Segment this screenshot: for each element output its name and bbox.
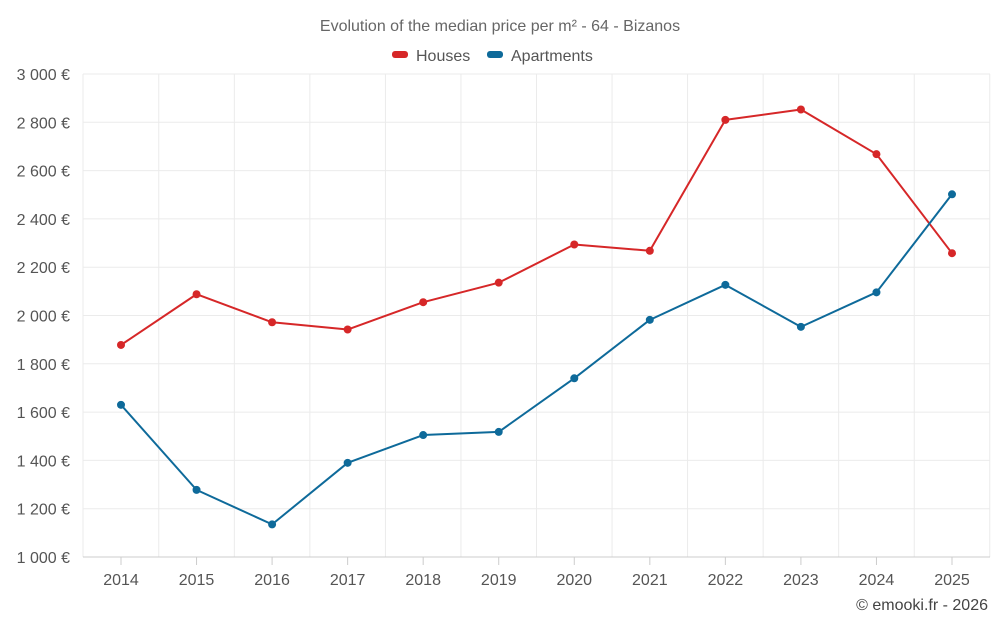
data-point-apartments[interactable] xyxy=(645,315,654,324)
x-tick-label: 2025 xyxy=(934,572,970,589)
data-point-apartments[interactable] xyxy=(948,190,956,199)
series-apartments xyxy=(117,190,956,529)
credit-text: © emooki.fr - 2026 xyxy=(856,597,988,614)
data-point-apartments[interactable] xyxy=(796,322,805,331)
series-line-apartments xyxy=(120,193,953,526)
data-point-apartments[interactable] xyxy=(494,427,503,436)
data-point-apartments[interactable] xyxy=(192,485,201,494)
x-tick-label: 2024 xyxy=(859,572,895,589)
legend: Houses Apartments xyxy=(392,48,593,65)
data-point-apartments[interactable] xyxy=(343,458,352,467)
legend-item-apartments[interactable]: Apartments xyxy=(487,48,593,65)
data-point-apartments[interactable] xyxy=(721,280,730,289)
legend-label-houses: Houses xyxy=(416,48,470,65)
axes: 1 000 € 1 200 € 1 400 € 1 600 € 1 800 € 2 000… xyxy=(17,67,990,589)
legend-swatch-houses xyxy=(392,51,408,58)
y-tick-label: 2 800 € xyxy=(17,115,70,132)
x-tick-label: 2023 xyxy=(783,572,819,589)
x-tick-label: 2019 xyxy=(481,572,517,589)
y-tick-label: 2 000 € xyxy=(17,309,70,326)
y-tick-label: 2 200 € xyxy=(17,260,70,277)
data-point-houses[interactable] xyxy=(192,290,201,299)
legend-item-houses[interactable]: Houses xyxy=(392,48,470,65)
data-point-houses[interactable] xyxy=(419,298,428,307)
data-point-houses[interactable] xyxy=(570,240,579,249)
chart-title: Evolution of the median price per m² - 6… xyxy=(320,18,680,35)
x-tick-label: 2021 xyxy=(632,572,668,589)
series-houses xyxy=(117,105,956,349)
data-point-houses[interactable] xyxy=(721,115,730,124)
series xyxy=(117,105,956,529)
x-tick-label: 2022 xyxy=(708,572,744,589)
data-point-apartments[interactable] xyxy=(419,431,428,440)
data-point-houses[interactable] xyxy=(948,249,956,258)
legend-label-apartments: Apartments xyxy=(511,48,593,65)
x-tick-label: 2017 xyxy=(330,572,366,589)
x-tick-label: 2016 xyxy=(254,572,290,589)
x-tick-label: 2020 xyxy=(556,572,592,589)
series-line-houses xyxy=(120,108,953,346)
y-tick-label: 2 600 € xyxy=(17,164,70,181)
data-point-apartments[interactable] xyxy=(570,374,579,383)
data-point-houses[interactable] xyxy=(343,325,352,334)
data-point-houses[interactable] xyxy=(872,150,881,159)
y-tick-label: 1 600 € xyxy=(17,405,70,422)
data-point-houses[interactable] xyxy=(268,318,277,327)
y-tick-label: 1 400 € xyxy=(17,453,70,470)
data-point-houses[interactable] xyxy=(117,340,125,349)
x-tick-label: 2018 xyxy=(405,572,441,589)
data-point-houses[interactable] xyxy=(494,278,503,287)
data-point-houses[interactable] xyxy=(645,246,654,255)
data-point-houses[interactable] xyxy=(796,105,805,114)
y-tick-label: 1 800 € xyxy=(17,357,70,374)
y-tick-label: 3 000 € xyxy=(17,67,70,84)
data-point-apartments[interactable] xyxy=(117,400,125,409)
y-tick-label: 2 400 € xyxy=(17,212,70,229)
y-tick-label: 1 200 € xyxy=(17,502,70,519)
data-point-apartments[interactable] xyxy=(268,520,277,529)
data-point-apartments[interactable] xyxy=(872,288,881,297)
x-tick-label: 2015 xyxy=(179,572,215,589)
grid xyxy=(82,73,991,557)
y-tick-label: 1 000 € xyxy=(17,550,70,567)
legend-swatch-apartments xyxy=(487,51,503,58)
x-tick-label: 2014 xyxy=(103,572,139,589)
